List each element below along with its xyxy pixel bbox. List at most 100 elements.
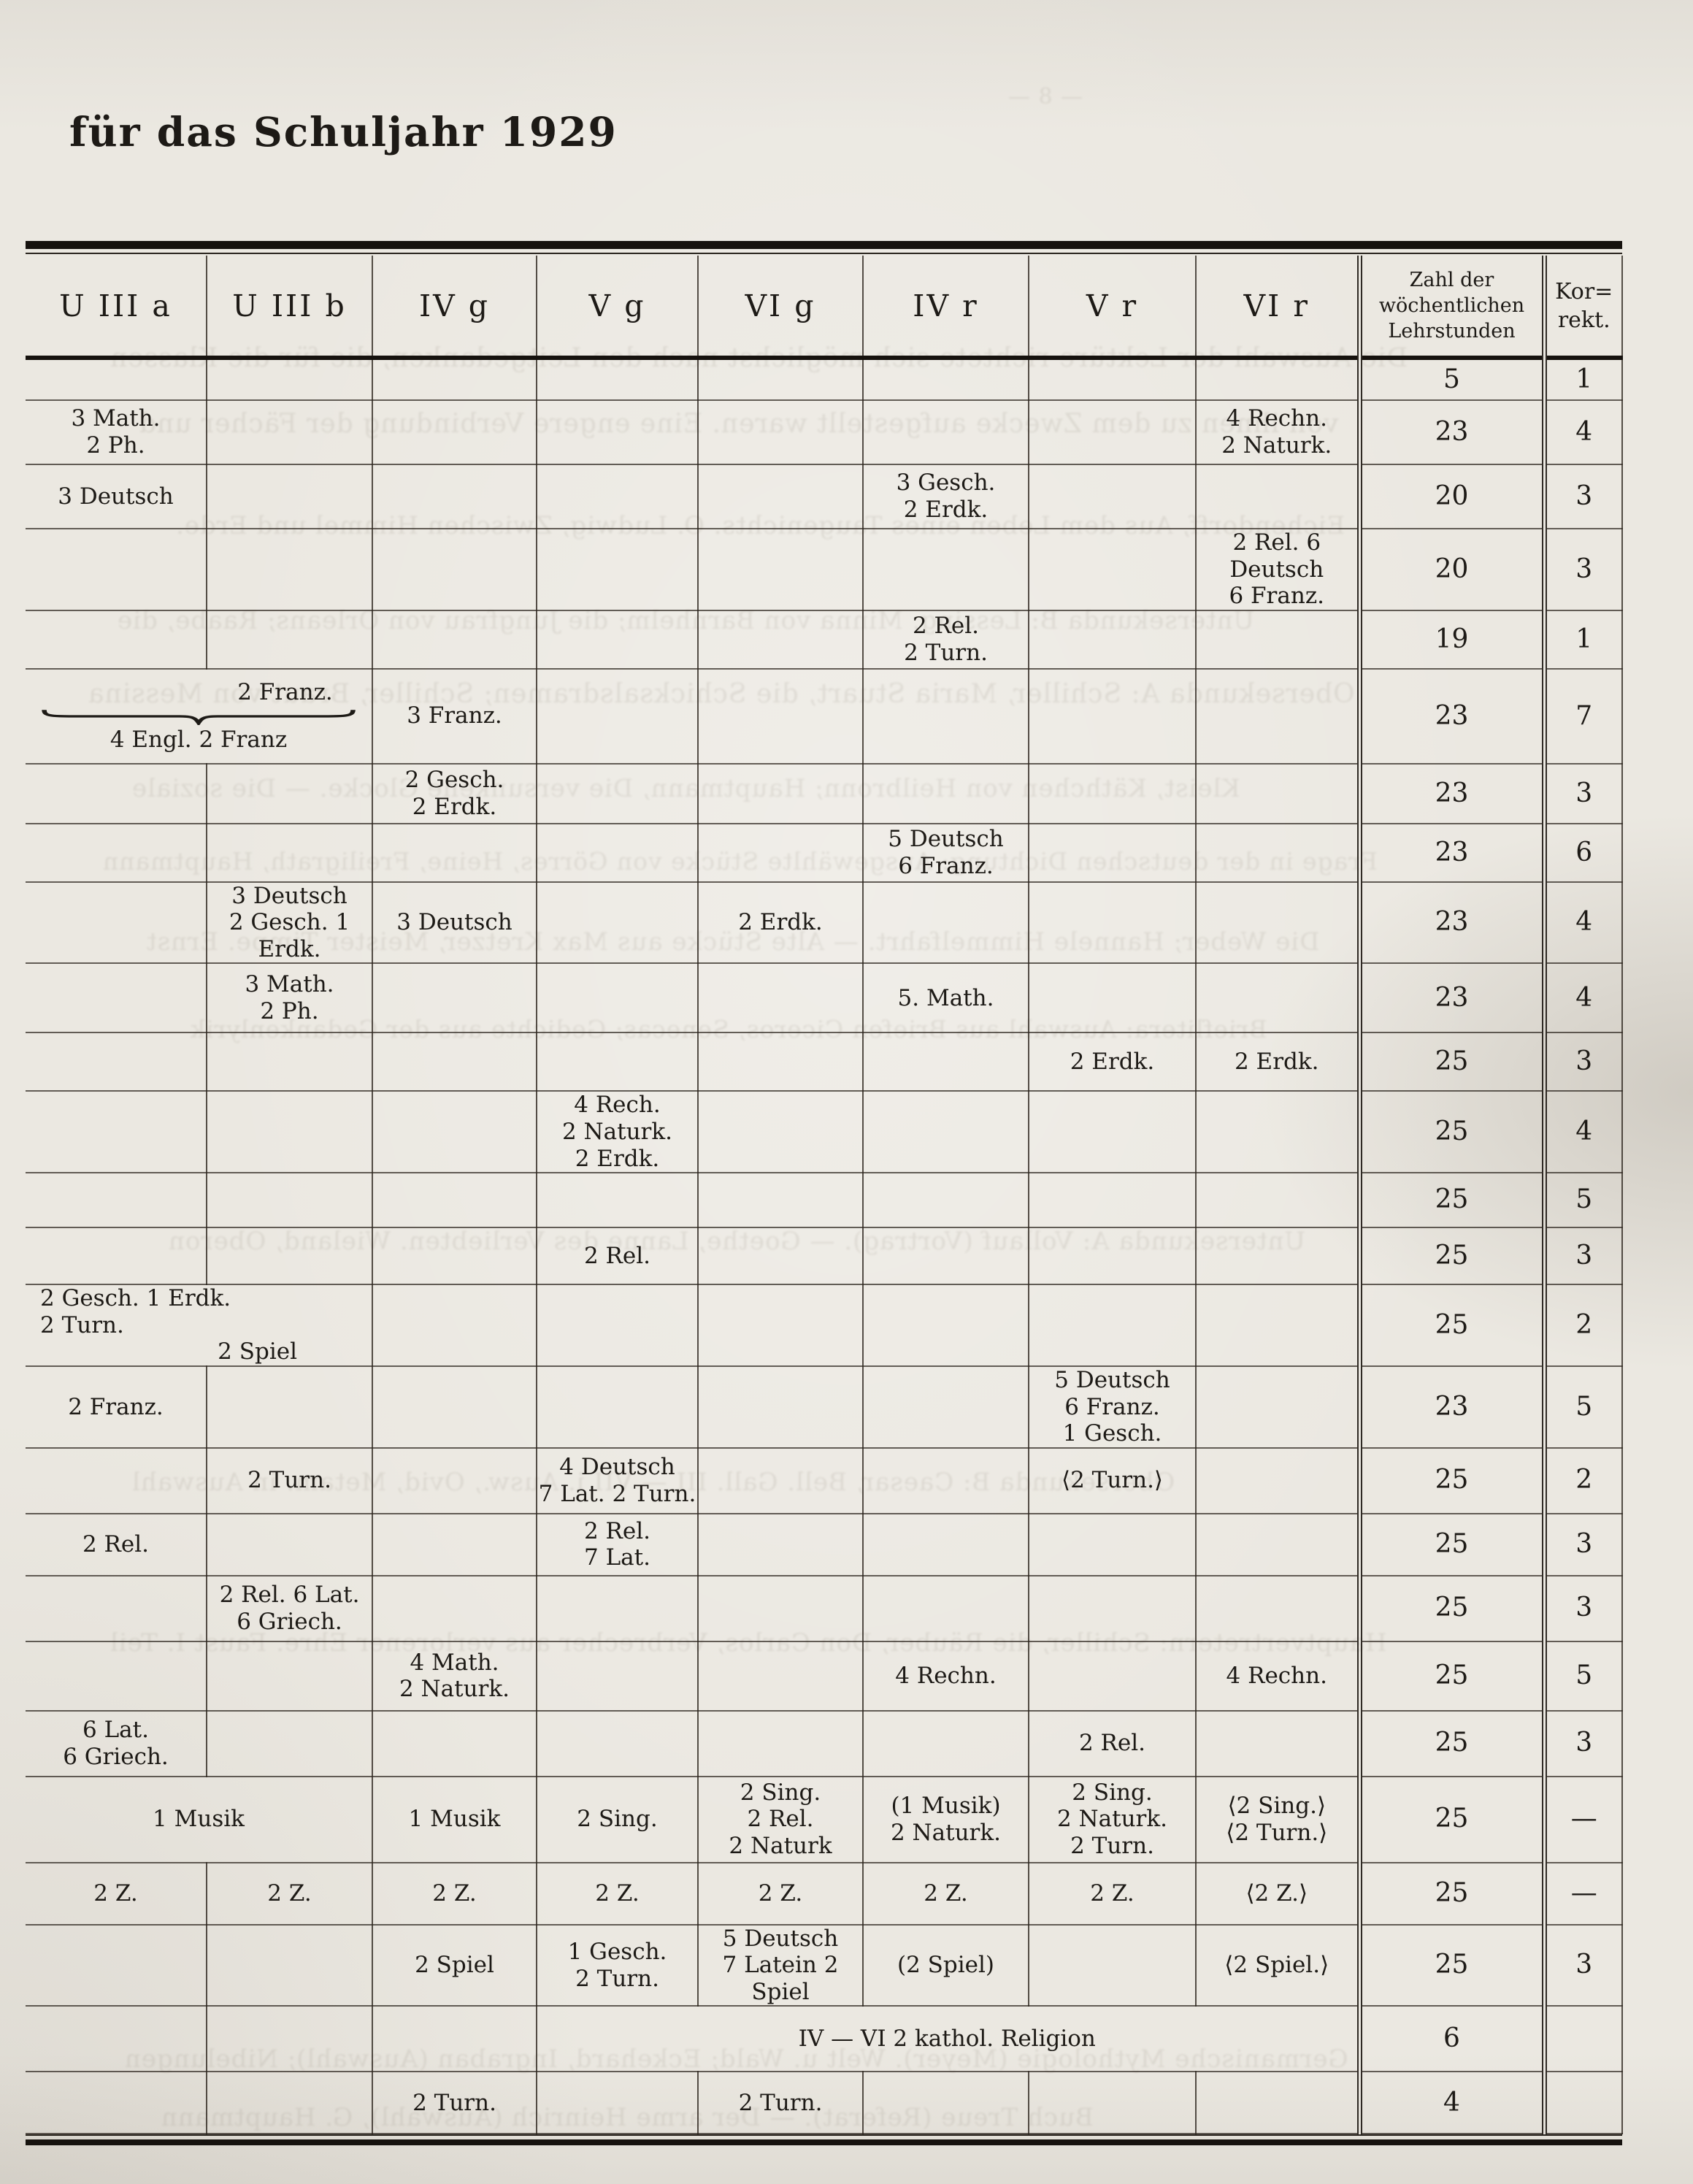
empty-cell	[26, 2006, 207, 2073]
empty-cell	[863, 1032, 1029, 1092]
hours-cell: 23	[1356, 881, 1545, 965]
top-heavy-rule	[26, 241, 1622, 249]
subject-cell: 2 Sing. 2 Rel. 2 Naturk	[698, 1776, 864, 1863]
empty-cell	[1029, 823, 1197, 883]
empty-cell	[1196, 1173, 1360, 1229]
empty-cell	[26, 358, 207, 401]
korrekt-cell: 3	[1541, 1924, 1623, 2007]
empty-cell	[1196, 668, 1360, 765]
empty-cell	[698, 464, 864, 529]
subject-cell: 5 Deutsch 6 Franz.	[863, 823, 1029, 883]
empty-cell	[372, 1447, 537, 1514]
empty-cell	[207, 1091, 373, 1174]
subject-text: 3 Franz.	[407, 702, 502, 729]
table-row: 2 Rel. 25 3	[26, 1227, 1623, 1286]
hours-cell: 20	[1356, 464, 1545, 529]
subject-text: 2 Rel. 6 Deutsch	[1229, 529, 1324, 583]
subject-text: 2 Naturk.	[890, 1819, 1002, 1846]
subject-cell: (2 Spiel)	[863, 1924, 1029, 2007]
column-header-korrekt: Kor= rekt.	[1541, 256, 1623, 360]
subject-text: ⟨2 Turn.⟩	[1061, 1467, 1164, 1494]
empty-cell	[207, 763, 373, 824]
empty-cell	[372, 1575, 537, 1642]
subject-text: 2 Ph.	[86, 432, 145, 459]
empty-cell	[698, 1284, 864, 1367]
subject-cell: 3 Franz.	[372, 668, 537, 765]
subject-cell: 4 Rech. 2 Naturk. 2 Erdk.	[537, 1091, 699, 1174]
subject-cell: 2 Sing. 2 Naturk. 2 Turn.	[1029, 1776, 1197, 1863]
subject-text: 2 Erdk.	[738, 909, 823, 936]
empty-cell	[1196, 1447, 1360, 1514]
subject-cell: 1 Gesch. 2 Turn.	[537, 1924, 699, 2007]
korrekt-cell: 3	[1541, 763, 1623, 824]
subject-cell: 6 Lat. 6 Griech.	[26, 1710, 207, 1777]
table-row: IV — VI 2 kathol. Religion 6	[26, 2006, 1623, 2073]
empty-cell	[1029, 1513, 1197, 1576]
subject-cell: 2 Turn.	[698, 2072, 864, 2135]
empty-cell	[698, 1091, 864, 1174]
empty-cell	[1029, 1091, 1197, 1174]
table-row: 2 Z. 2 Z. 2 Z. 2 Z. 2 Z. 2 Z. 2 Z. ⟨2 Z.⟩ 25—	[26, 1862, 1623, 1926]
subject-text: 2 Rel.	[82, 1530, 150, 1557]
empty-cell	[372, 1284, 537, 1367]
empty-cell	[207, 1365, 373, 1449]
table-row: 2 Erdk. 2 Erdk. 25 3	[26, 1032, 1623, 1092]
empty-cell	[1029, 1575, 1197, 1642]
empty-cell	[698, 668, 864, 765]
subject-text: 4 Rechn.	[895, 1662, 997, 1689]
bottom-heavy-rule	[26, 2139, 1622, 2146]
subject-text: 3 Math.	[245, 971, 334, 998]
hours-cell: 23	[1356, 963, 1545, 1034]
empty-cell	[698, 1365, 864, 1449]
empty-cell	[537, 668, 699, 765]
column-header-iv-r: IV r	[863, 256, 1029, 360]
subject-cell: 3 Deutsch	[26, 464, 207, 529]
empty-cell	[372, 1091, 537, 1174]
hours-cell: 23	[1356, 763, 1545, 824]
empty-cell	[863, 1227, 1029, 1286]
column-header-iv-g: IV g	[372, 256, 537, 360]
empty-cell	[698, 529, 864, 611]
empty-cell	[1196, 763, 1360, 824]
empty-cell	[537, 1575, 699, 1642]
subject-text: 2 Erdk.	[575, 1145, 660, 1172]
empty-cell	[26, 1091, 207, 1174]
empty-cell	[537, 1173, 699, 1229]
subject-cell: 2 Rel.	[1029, 1710, 1197, 1777]
subject-text: 6 Franz.	[1229, 583, 1325, 610]
korrekt-cell: 6	[1541, 823, 1623, 883]
subject-cell: ⟨2 Spiel.⟩	[1196, 1924, 1360, 2007]
empty-cell	[1196, 1575, 1360, 1642]
subject-text: 1 Gesch.	[1062, 1420, 1162, 1447]
empty-cell	[537, 881, 699, 965]
empty-cell	[26, 2072, 207, 2135]
korrekt-cell: 4	[1541, 881, 1623, 965]
subject-cell: ⟨2 Z.⟩	[1196, 1862, 1360, 1926]
hours-cell: 23	[1356, 823, 1545, 883]
empty-cell	[207, 1032, 373, 1092]
subject-text: 3 Deutsch	[396, 909, 512, 936]
subject-text: (1 Musik)	[891, 1793, 1001, 1820]
subject-text: 4 Rech.	[574, 1092, 661, 1119]
subject-cell: 2 Rel. 7 Lat.	[537, 1513, 699, 1576]
subject-text: 2 Rel.	[912, 613, 980, 640]
subject-text: 2 Z.	[1090, 1880, 1135, 1907]
empty-cell	[372, 963, 537, 1034]
korrekt-cell: 5	[1541, 1365, 1623, 1449]
empty-cell	[537, 400, 699, 465]
subject-cell: 3 Deutsch 2 Gesch. 1 Erdk.	[207, 881, 373, 965]
subject-cell: 2 Z.	[207, 1862, 373, 1926]
subject-cell: 2 Sing.	[537, 1776, 699, 1863]
table-row: 3 Math. 2 Ph. 5. Math. 23 4	[26, 963, 1623, 1034]
subject-cell: 2 Erdk.	[698, 881, 864, 965]
hours-cell: 25	[1356, 1776, 1545, 1863]
subject-cell: 4 Rechn.	[1196, 1641, 1360, 1712]
subject-text: 7 Lat. 2 Turn.	[538, 1480, 696, 1507]
subject-cell: 1 Musik	[372, 1776, 537, 1863]
table-row: 2 Franz. 5 Deutsch 6 Franz. 1 Gesch. 23 5	[26, 1365, 1623, 1449]
empty-cell	[537, 1710, 699, 1777]
empty-cell	[207, 1710, 373, 1777]
empty-cell	[537, 358, 699, 401]
